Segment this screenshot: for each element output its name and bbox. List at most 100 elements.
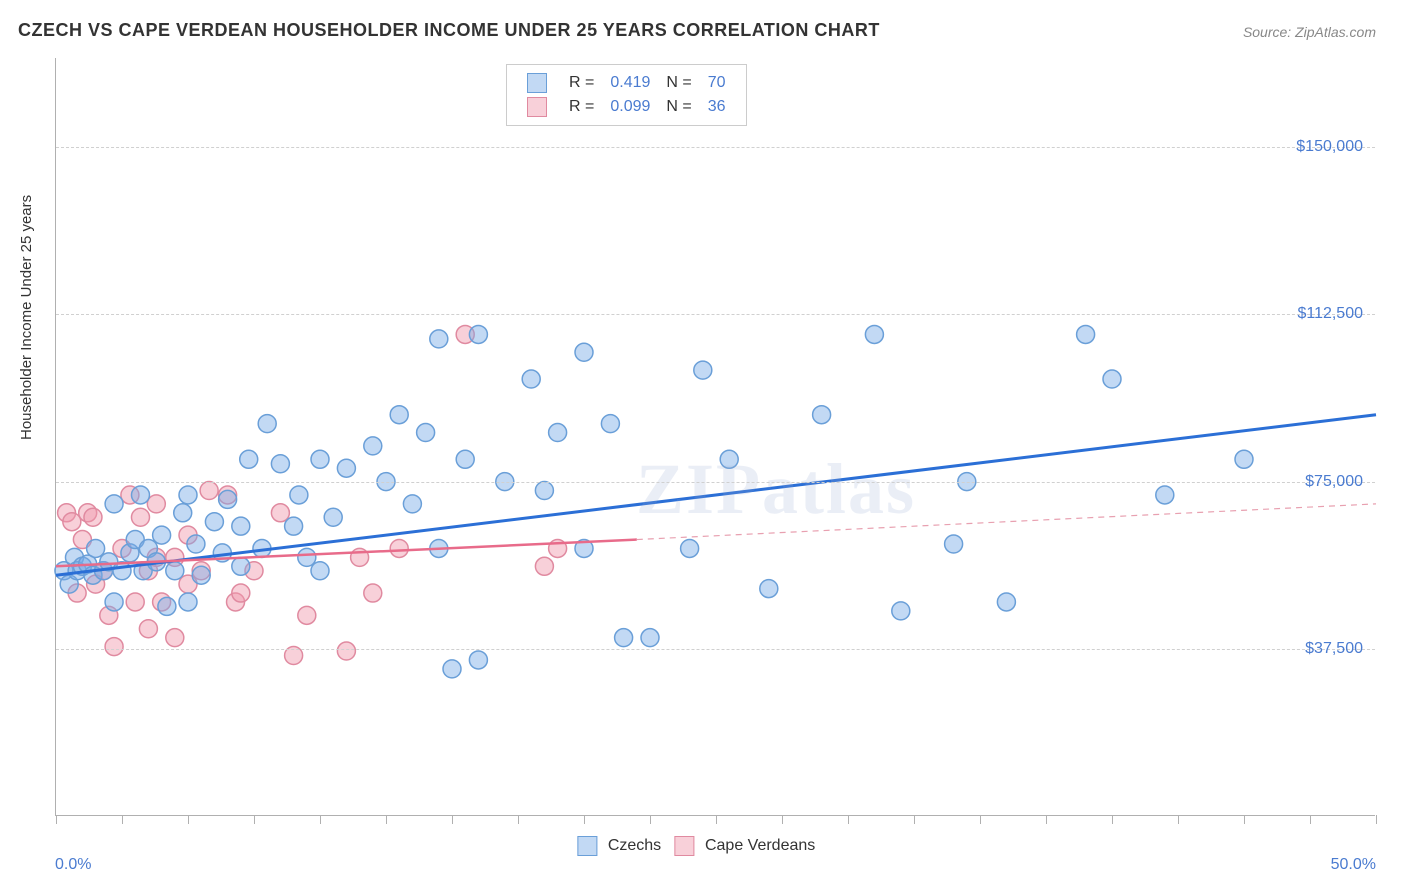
legend-r-label: R =	[561, 95, 602, 119]
scatter-point	[232, 557, 250, 575]
x-tick	[1376, 815, 1377, 824]
legend-swatch	[527, 73, 547, 93]
scatter-point	[1103, 370, 1121, 388]
source-attribution: Source: ZipAtlas.com	[1243, 24, 1376, 40]
scatter-point	[1077, 325, 1095, 343]
x-tick	[848, 815, 849, 824]
scatter-point	[720, 450, 738, 468]
legend-series-label: Cape Verdeans	[701, 837, 829, 854]
y-tick-label: $37,500	[1305, 640, 1363, 658]
scatter-point	[131, 508, 149, 526]
x-tick	[386, 815, 387, 824]
scatter-point	[290, 486, 308, 504]
scatter-point	[456, 450, 474, 468]
x-tick	[1244, 815, 1245, 824]
legend-swatch	[527, 97, 547, 117]
scatter-point	[443, 660, 461, 678]
scatter-point	[760, 580, 778, 598]
scatter-point	[417, 424, 435, 442]
scatter-point	[615, 629, 633, 647]
scatter-point	[813, 406, 831, 424]
scatter-point	[535, 557, 553, 575]
x-tick	[320, 815, 321, 824]
legend-swatch	[675, 836, 695, 856]
scatter-point	[601, 415, 619, 433]
x-tick	[254, 815, 255, 824]
x-tick	[122, 815, 123, 824]
scatter-point	[469, 325, 487, 343]
scatter-point	[205, 513, 223, 531]
x-tick	[1178, 815, 1179, 824]
scatter-point	[324, 508, 342, 526]
x-tick	[452, 815, 453, 824]
trend-line-extension	[637, 504, 1376, 540]
x-tick	[980, 815, 981, 824]
scatter-point	[298, 548, 316, 566]
scatter-point	[179, 593, 197, 611]
scatter-point	[364, 437, 382, 455]
grid-line	[56, 147, 1375, 148]
scatter-point	[271, 455, 289, 473]
scatter-point	[865, 325, 883, 343]
scatter-point	[131, 486, 149, 504]
scatter-point	[153, 526, 171, 544]
scatter-point	[390, 406, 408, 424]
trend-line	[56, 415, 1376, 576]
scatter-point	[174, 504, 192, 522]
x-tick	[914, 815, 915, 824]
scatter-point	[298, 606, 316, 624]
scatter-point	[694, 361, 712, 379]
legend-series: Czechs Cape Verdeans	[577, 836, 828, 856]
scatter-point	[219, 490, 237, 508]
scatter-point	[1235, 450, 1253, 468]
x-tick	[518, 815, 519, 824]
scatter-point	[166, 562, 184, 580]
scatter-point	[1156, 486, 1174, 504]
scatter-point	[364, 584, 382, 602]
scatter-point	[285, 517, 303, 535]
chart-svg	[56, 58, 1375, 815]
x-tick	[650, 815, 651, 824]
scatter-point	[139, 620, 157, 638]
scatter-point	[311, 562, 329, 580]
x-tick	[584, 815, 585, 824]
legend-n-value: 36	[700, 95, 734, 119]
y-tick-label: $75,000	[1305, 473, 1363, 491]
x-tick	[782, 815, 783, 824]
scatter-point	[945, 535, 963, 553]
scatter-point	[126, 593, 144, 611]
scatter-point	[311, 450, 329, 468]
scatter-point	[575, 343, 593, 361]
scatter-point	[430, 330, 448, 348]
x-tick	[1046, 815, 1047, 824]
scatter-point	[200, 482, 218, 500]
scatter-point	[641, 629, 659, 647]
y-tick-label: $150,000	[1296, 138, 1363, 156]
scatter-point	[271, 504, 289, 522]
x-min-label: 0.0%	[55, 856, 91, 874]
grid-line	[56, 649, 1375, 650]
scatter-point	[535, 482, 553, 500]
scatter-point	[105, 638, 123, 656]
scatter-point	[158, 597, 176, 615]
legend-r-value: 0.419	[602, 71, 658, 95]
scatter-point	[192, 566, 210, 584]
scatter-point	[403, 495, 421, 513]
grid-line	[56, 314, 1375, 315]
scatter-point	[87, 539, 105, 557]
scatter-point	[232, 584, 250, 602]
scatter-point	[63, 513, 81, 531]
scatter-point	[892, 602, 910, 620]
x-max-label: 50.0%	[1331, 856, 1376, 874]
plot-area: ZIPatlas R =0.419N =70R =0.099N =36 $37,…	[55, 58, 1375, 816]
legend-r-value: 0.099	[602, 95, 658, 119]
scatter-point	[681, 539, 699, 557]
scatter-point	[179, 486, 197, 504]
legend-n-value: 70	[700, 71, 734, 95]
x-tick	[56, 815, 57, 824]
scatter-point	[258, 415, 276, 433]
scatter-point	[549, 424, 567, 442]
x-tick	[188, 815, 189, 824]
legend-n-label: N =	[658, 71, 699, 95]
chart-title: CZECH VS CAPE VERDEAN HOUSEHOLDER INCOME…	[18, 20, 880, 41]
